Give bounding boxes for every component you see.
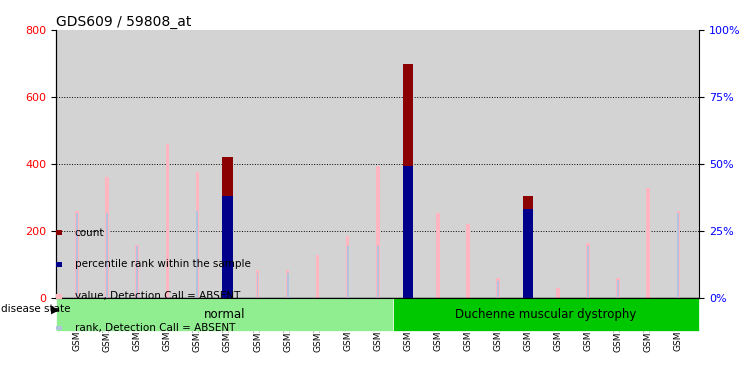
- Bar: [557, 288, 560, 298]
- Bar: [257, 273, 259, 298]
- Bar: [586, 243, 590, 298]
- Text: ▶: ▶: [51, 304, 59, 314]
- Bar: [346, 246, 349, 298]
- Bar: [56, 298, 393, 331]
- Bar: [496, 278, 500, 298]
- Bar: [376, 166, 379, 298]
- Text: Duchenne muscular dystrophy: Duchenne muscular dystrophy: [456, 308, 637, 321]
- Bar: [105, 177, 109, 298]
- Text: normal: normal: [203, 308, 245, 321]
- Bar: [678, 213, 679, 298]
- Bar: [402, 63, 413, 298]
- Bar: [256, 270, 260, 298]
- Bar: [222, 158, 233, 298]
- Bar: [523, 209, 533, 298]
- Text: rank, Detection Call = ABSENT: rank, Detection Call = ABSENT: [75, 323, 235, 333]
- Bar: [393, 298, 699, 331]
- Bar: [646, 188, 650, 298]
- Text: value, Detection Call = ABSENT: value, Detection Call = ABSENT: [75, 291, 240, 301]
- Text: count: count: [75, 228, 104, 237]
- Bar: [617, 280, 619, 298]
- Bar: [286, 273, 289, 298]
- Bar: [165, 144, 169, 298]
- Bar: [406, 63, 410, 298]
- Bar: [527, 196, 530, 298]
- Text: GDS609 / 59808_at: GDS609 / 59808_at: [56, 15, 191, 29]
- Bar: [377, 246, 378, 298]
- Text: disease state: disease state: [1, 304, 71, 314]
- Bar: [316, 255, 319, 298]
- Bar: [466, 224, 470, 298]
- Bar: [527, 209, 529, 298]
- Bar: [135, 244, 139, 298]
- Bar: [136, 246, 138, 298]
- Bar: [195, 172, 199, 298]
- Bar: [227, 196, 228, 298]
- Bar: [76, 213, 78, 298]
- Bar: [497, 281, 499, 298]
- Bar: [76, 211, 79, 298]
- Bar: [587, 246, 589, 298]
- Bar: [286, 270, 289, 298]
- Bar: [346, 236, 349, 298]
- Bar: [106, 213, 108, 298]
- Bar: [676, 211, 680, 298]
- Bar: [197, 211, 198, 298]
- Bar: [616, 278, 620, 298]
- Text: percentile rank within the sample: percentile rank within the sample: [75, 260, 251, 269]
- Bar: [523, 196, 533, 298]
- Bar: [436, 213, 440, 298]
- Bar: [407, 166, 409, 298]
- Bar: [402, 166, 413, 298]
- Bar: [226, 158, 229, 298]
- Bar: [222, 196, 233, 298]
